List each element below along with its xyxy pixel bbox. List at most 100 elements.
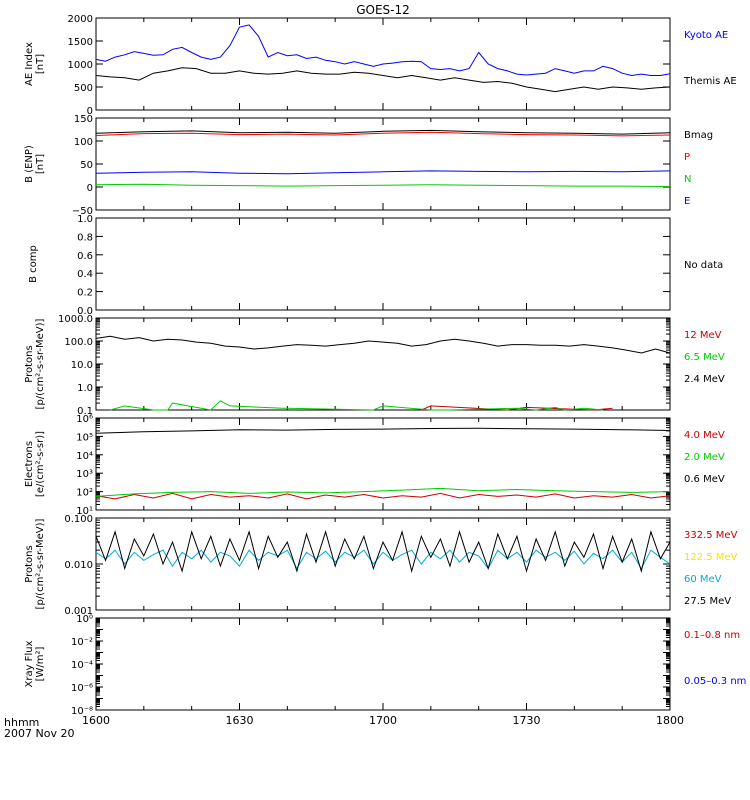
series-line-electrons-0 [95,492,671,500]
x-axis: 1600 1630 1700 1730 1800 [82,714,684,727]
series-line-bfield-2 [95,183,671,187]
y-axis-label: [p/(cm²-s-sr-MeV)] [35,318,46,409]
figure-title: GOES-12 [356,3,410,17]
series-line-protons2-2 [95,549,671,570]
legend-entry: 0.6 MeV [684,474,725,485]
legend-entry: No data [684,260,723,271]
y-tick-label: 10⁻² [71,637,93,648]
y-axis-label: AE Index [24,42,35,86]
y-tick-label: 10⁶ [76,414,93,425]
legend-entry: 12 MeV [684,330,722,341]
y-tick-label: 0.6 [77,251,93,262]
y-axis-label: [W/m²] [35,646,46,681]
footer-date: 2007 Nov 20 [4,727,74,740]
y-tick-label: 10¹ [76,506,93,517]
legend-entry: N [684,174,691,185]
series-line-protons2-3 [95,529,671,574]
series-line-ae-0 [95,24,671,77]
y-tick-label: 0.0 [77,306,93,317]
y-tick-label: 500 [74,83,93,94]
panel-bfield: −50 0 50 100 150 B (ENP) [nT] Bmag PNE [24,114,713,217]
y-tick-label: 100.0 [64,337,93,348]
y-axis-label: Xray Flux [24,640,35,687]
x-tick-label: 1630 [226,714,254,727]
legend-entry: P [684,152,690,163]
series-line-bfield-0 [95,129,671,135]
y-tick-label: 10⁵ [76,432,93,443]
y-tick-label: 10⁻⁴ [71,660,93,671]
legend-entry: Kyoto AE [684,30,728,41]
y-axis-label: B comp [28,245,39,283]
y-tick-label: 0.4 [77,269,93,280]
series-line-electrons-2 [95,427,671,434]
y-tick-label: 0.010 [64,560,93,571]
y-tick-label: 2000 [68,14,93,25]
panel-electrons: 10¹ 10² 10³ 10⁴ 10⁵ 10⁶ Electrons [e/(cm²-s-sr)… [24,414,725,517]
legend-entry: Themis AE [683,76,737,87]
y-tick-label: 0.2 [77,288,93,299]
y-axis-label: Protons [24,545,35,582]
y-axis-label: Electrons [24,441,35,487]
series-line-bfield-1 [95,131,671,137]
panel-protons1: 0.1 1.0 10.0 100.0 1000.0 Protons [p/(cm²-s-sr… [24,314,725,417]
y-tick-label: 0.100 [64,514,93,525]
panel-xray: 10⁻⁸ 10⁻⁶ 10⁻⁴ 10⁻² 10⁰ Xray Flux [W/m²] 0.1–0.… [24,614,746,717]
panel-ae: 0 500 1000 1500 2000 AE Index [nT] Kyoto AE Them… [24,14,737,117]
y-tick-label: 50 [80,160,93,171]
legend-entry: 4.0 MeV [684,430,725,441]
legend-entry: 27.5 MeV [684,596,731,607]
legend-entry: 0.1–0.8 nm [684,630,740,641]
y-tick-label: 0.8 [77,232,93,243]
plot-frame [95,617,671,711]
y-tick-label: 10⁴ [76,451,93,462]
x-tick-label: 1800 [656,714,684,727]
legend-entry: 332.5 MeV [684,530,738,541]
legend-entry: 60 MeV [684,574,722,585]
panel-protons2: 0.001 0.010 0.100 Protons [p/(cm²-s-sr-MeV)]… [24,514,738,617]
y-tick-label: 1.0 [77,214,93,225]
series-line-bfield-3 [95,170,671,175]
y-axis-label: [p/(cm²-s-sr-MeV)] [35,518,46,609]
y-tick-label: 10³ [76,469,93,480]
legend-entry: E [684,196,690,207]
footer-label: hhmm [4,716,39,729]
series-line-protons1-2 [95,335,671,354]
panel-bcomp: 0.0 0.2 0.4 0.6 0.8 1.0 B comp No data [28,214,723,317]
series-line-electrons-1 [95,487,671,497]
legend-entry: 0.05–0.3 nm [684,676,746,687]
y-tick-label: 1000 [68,60,93,71]
y-tick-label: 150 [74,114,93,125]
series-line-ae-1 [95,67,671,93]
y-axis-label: [e/(cm²-s-sr)] [35,431,46,497]
y-axis-label: [nT] [35,54,46,74]
legend-entry: 6.5 MeV [684,352,725,363]
y-tick-label: 0 [87,183,93,194]
x-tick-label: 1700 [369,714,397,727]
y-tick-label: 10⁰ [76,614,93,625]
plot-frame [95,217,671,311]
y-tick-label: 10.0 [71,360,93,371]
y-tick-label: 0 [87,106,93,117]
y-tick-label: 0.1 [77,406,93,417]
x-tick-label: 1600 [82,714,110,727]
y-tick-label: 10² [76,488,93,499]
legend-entry: 122.5 MeV [684,552,738,563]
y-axis-label: B (ENP) [24,145,35,183]
y-tick-label: 10⁻⁶ [71,683,93,694]
y-tick-label: −50 [72,206,93,217]
legend-entry: 2.0 MeV [684,452,725,463]
y-axis-label: [nT] [35,154,46,174]
legend-entry: Bmag [684,130,713,141]
y-tick-label: 1500 [68,37,93,48]
y-tick-label: 1000.0 [58,314,93,325]
plot-frame [95,317,671,411]
y-tick-label: 1.0 [77,383,93,394]
y-tick-label: 0.001 [64,606,93,617]
y-tick-label: 100 [74,137,93,148]
y-tick-label: 10⁻⁸ [71,706,93,717]
legend-entry: 2.4 MeV [684,374,725,385]
x-tick-label: 1730 [513,714,541,727]
y-axis-label: Protons [24,345,35,382]
